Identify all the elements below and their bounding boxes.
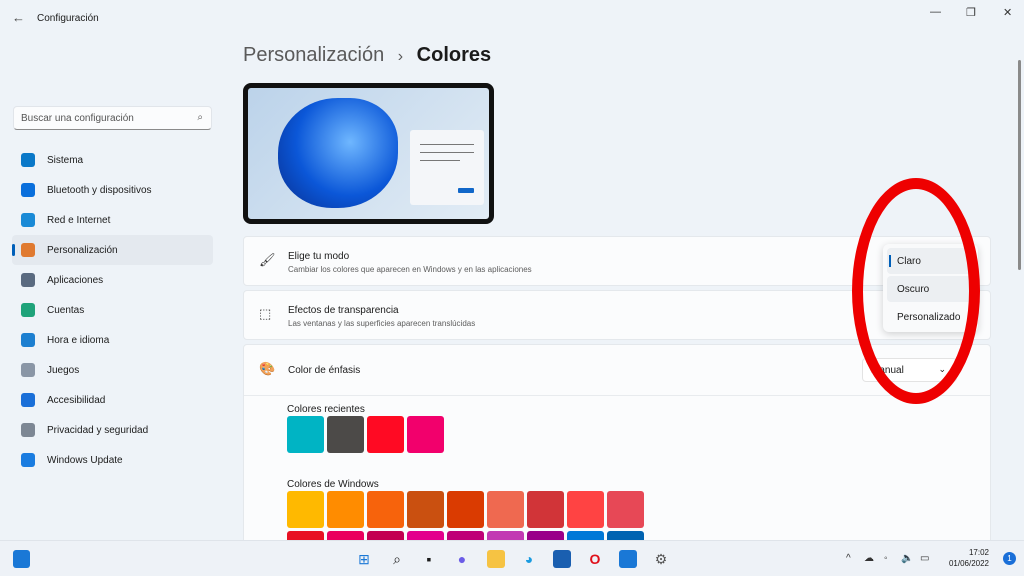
sidebar-item-juegos[interactable]: Juegos bbox=[12, 355, 213, 385]
sidebar-icon bbox=[21, 243, 35, 257]
sidebar-item-windows-update[interactable]: Windows Update bbox=[12, 445, 213, 475]
arrow-left-icon[interactable]: ← bbox=[12, 10, 25, 25]
close-button[interactable]: ✕ bbox=[1003, 7, 1013, 19]
search-placeholder: Buscar una configuración bbox=[21, 113, 134, 124]
sidebar-icon bbox=[21, 153, 35, 167]
sidebar-item-label: Cuentas bbox=[47, 304, 85, 316]
breadcrumb-parent[interactable]: Personalización bbox=[243, 44, 385, 66]
transparency-icon: ⬚ bbox=[259, 306, 272, 321]
breadcrumb: Personalización › Colores bbox=[243, 44, 491, 67]
app-icon[interactable] bbox=[619, 550, 637, 568]
accent-title: Color de énfasis bbox=[288, 365, 361, 376]
color-swatch[interactable] bbox=[487, 491, 524, 528]
sidebar-item-label: Personalización bbox=[47, 244, 118, 256]
sidebar-item-bluetooth-y-dispositivos[interactable]: Bluetooth y dispositivos bbox=[12, 175, 213, 205]
search-icon[interactable]: ⌕ bbox=[197, 112, 203, 123]
palette-icon: 🎨 bbox=[259, 361, 276, 376]
color-swatch[interactable] bbox=[327, 416, 364, 453]
red-highlight-circle bbox=[852, 178, 980, 404]
recent-colors-label: Colores recientes bbox=[287, 404, 365, 415]
mode-subtitle: Cambiar los colores que aparecen en Wind… bbox=[288, 265, 532, 274]
sidebar-item-aplicaciones[interactable]: Aplicaciones bbox=[12, 265, 213, 295]
sidebar-item-label: Privacidad y seguridad bbox=[47, 424, 149, 436]
file-explorer-icon[interactable] bbox=[487, 550, 505, 568]
preview-window bbox=[410, 130, 484, 205]
sidebar-item-label: Hora e idioma bbox=[47, 334, 110, 346]
sidebar-icon bbox=[21, 183, 35, 197]
sidebar-nav: Sistema Bluetooth y dispositivos Red e Int… bbox=[12, 145, 213, 475]
page-title: Colores bbox=[416, 44, 492, 66]
sidebar-icon bbox=[21, 363, 35, 377]
sidebar-icon bbox=[21, 273, 35, 287]
sidebar-item-hora-e-idioma[interactable]: Hora e idioma bbox=[12, 325, 213, 355]
task-view-icon[interactable]: ▪ bbox=[426, 551, 432, 567]
sidebar-item-label: Juegos bbox=[47, 364, 80, 376]
search-taskbar-icon[interactable]: ⌕ bbox=[393, 551, 401, 567]
chevron-up-icon[interactable]: ^ bbox=[846, 553, 851, 564]
sidebar-item-label: Red e Internet bbox=[47, 214, 111, 226]
scrollbar[interactable] bbox=[1018, 60, 1021, 270]
time: 17:02 bbox=[968, 548, 989, 557]
color-swatch[interactable] bbox=[447, 491, 484, 528]
volume-icon[interactable]: 🔈 bbox=[901, 553, 914, 564]
color-swatch[interactable] bbox=[407, 491, 444, 528]
sidebar-item-sistema[interactable]: Sistema bbox=[12, 145, 213, 175]
mode-title: Elige tu modo bbox=[288, 251, 350, 262]
sidebar-item-label: Sistema bbox=[47, 154, 84, 166]
date: 01/06/2022 bbox=[948, 559, 989, 568]
color-swatch[interactable] bbox=[567, 491, 604, 528]
windows-colors-label: Colores de Windows bbox=[287, 479, 379, 490]
color-swatch[interactable] bbox=[367, 491, 404, 528]
sidebar-item-accesibilidad[interactable]: Accesibilidad bbox=[12, 385, 213, 415]
sidebar-item-label: Bluetooth y dispositivos bbox=[47, 184, 152, 196]
color-swatch[interactable] bbox=[407, 416, 444, 453]
sidebar-icon bbox=[21, 213, 35, 227]
sidebar-item-personalizaci-n[interactable]: Personalización bbox=[12, 235, 213, 265]
sidebar-item-label: Accesibilidad bbox=[47, 394, 106, 406]
opera-icon[interactable]: O bbox=[589, 551, 601, 567]
onedrive-icon[interactable]: ☁ bbox=[864, 553, 874, 564]
wallpaper-bloom bbox=[278, 98, 398, 208]
search-input[interactable]: Buscar una configuración ⌕ bbox=[13, 106, 212, 130]
color-swatch[interactable] bbox=[367, 416, 404, 453]
sidebar-item-label: Aplicaciones bbox=[47, 274, 104, 286]
settings-gear-icon[interactable]: ⚙ bbox=[654, 551, 668, 567]
breadcrumb-separator: › bbox=[397, 48, 404, 65]
wifi-icon[interactable]: ◦ bbox=[884, 553, 888, 564]
widgets-icon[interactable] bbox=[13, 550, 30, 568]
sidebar-icon bbox=[21, 333, 35, 347]
transparency-subtitle: Las ventanas y las superficies aparecen … bbox=[288, 319, 476, 328]
app-title: Configuración bbox=[37, 13, 99, 24]
start-icon[interactable]: ⊞ bbox=[358, 551, 370, 567]
battery-icon[interactable]: ▭ bbox=[920, 553, 930, 564]
taskbar: ⊞ ⌕ ▪ ● ◕ O ⚙ ^ ☁ ◦ 🔈 ▭ 17:02 01/06/2022… bbox=[0, 540, 1024, 576]
sidebar-icon bbox=[21, 303, 35, 317]
color-swatch[interactable] bbox=[287, 416, 324, 453]
sidebar-item-cuentas[interactable]: Cuentas bbox=[12, 295, 213, 325]
transparency-title: Efectos de transparencia bbox=[288, 305, 399, 316]
sidebar-icon bbox=[21, 393, 35, 407]
minimize-button[interactable]: — bbox=[930, 6, 941, 18]
color-swatch[interactable] bbox=[607, 491, 644, 528]
clock[interactable]: 17:02 01/06/2022 bbox=[949, 547, 989, 569]
color-swatch[interactable] bbox=[327, 491, 364, 528]
theme-preview bbox=[243, 83, 494, 224]
sidebar-icon bbox=[21, 453, 35, 467]
chat-icon[interactable]: ● bbox=[457, 551, 467, 567]
color-swatch[interactable] bbox=[527, 491, 564, 528]
color-swatch[interactable] bbox=[287, 491, 324, 528]
maximize-button[interactable]: ❐ bbox=[966, 7, 976, 19]
notification-badge[interactable]: 1 bbox=[1003, 552, 1016, 565]
sidebar-item-privacidad-y-seguridad[interactable]: Privacidad y seguridad bbox=[12, 415, 213, 445]
sidebar-icon bbox=[21, 423, 35, 437]
edge-icon[interactable]: ◕ bbox=[524, 551, 534, 567]
title-bar: ← Configuración — ❐ ✕ bbox=[0, 0, 1024, 36]
sidebar-item-red-e-internet[interactable]: Red e Internet bbox=[12, 205, 213, 235]
store-icon[interactable] bbox=[553, 550, 571, 568]
brush-icon: 🖌 bbox=[259, 252, 276, 267]
sidebar-item-label: Windows Update bbox=[47, 454, 123, 466]
